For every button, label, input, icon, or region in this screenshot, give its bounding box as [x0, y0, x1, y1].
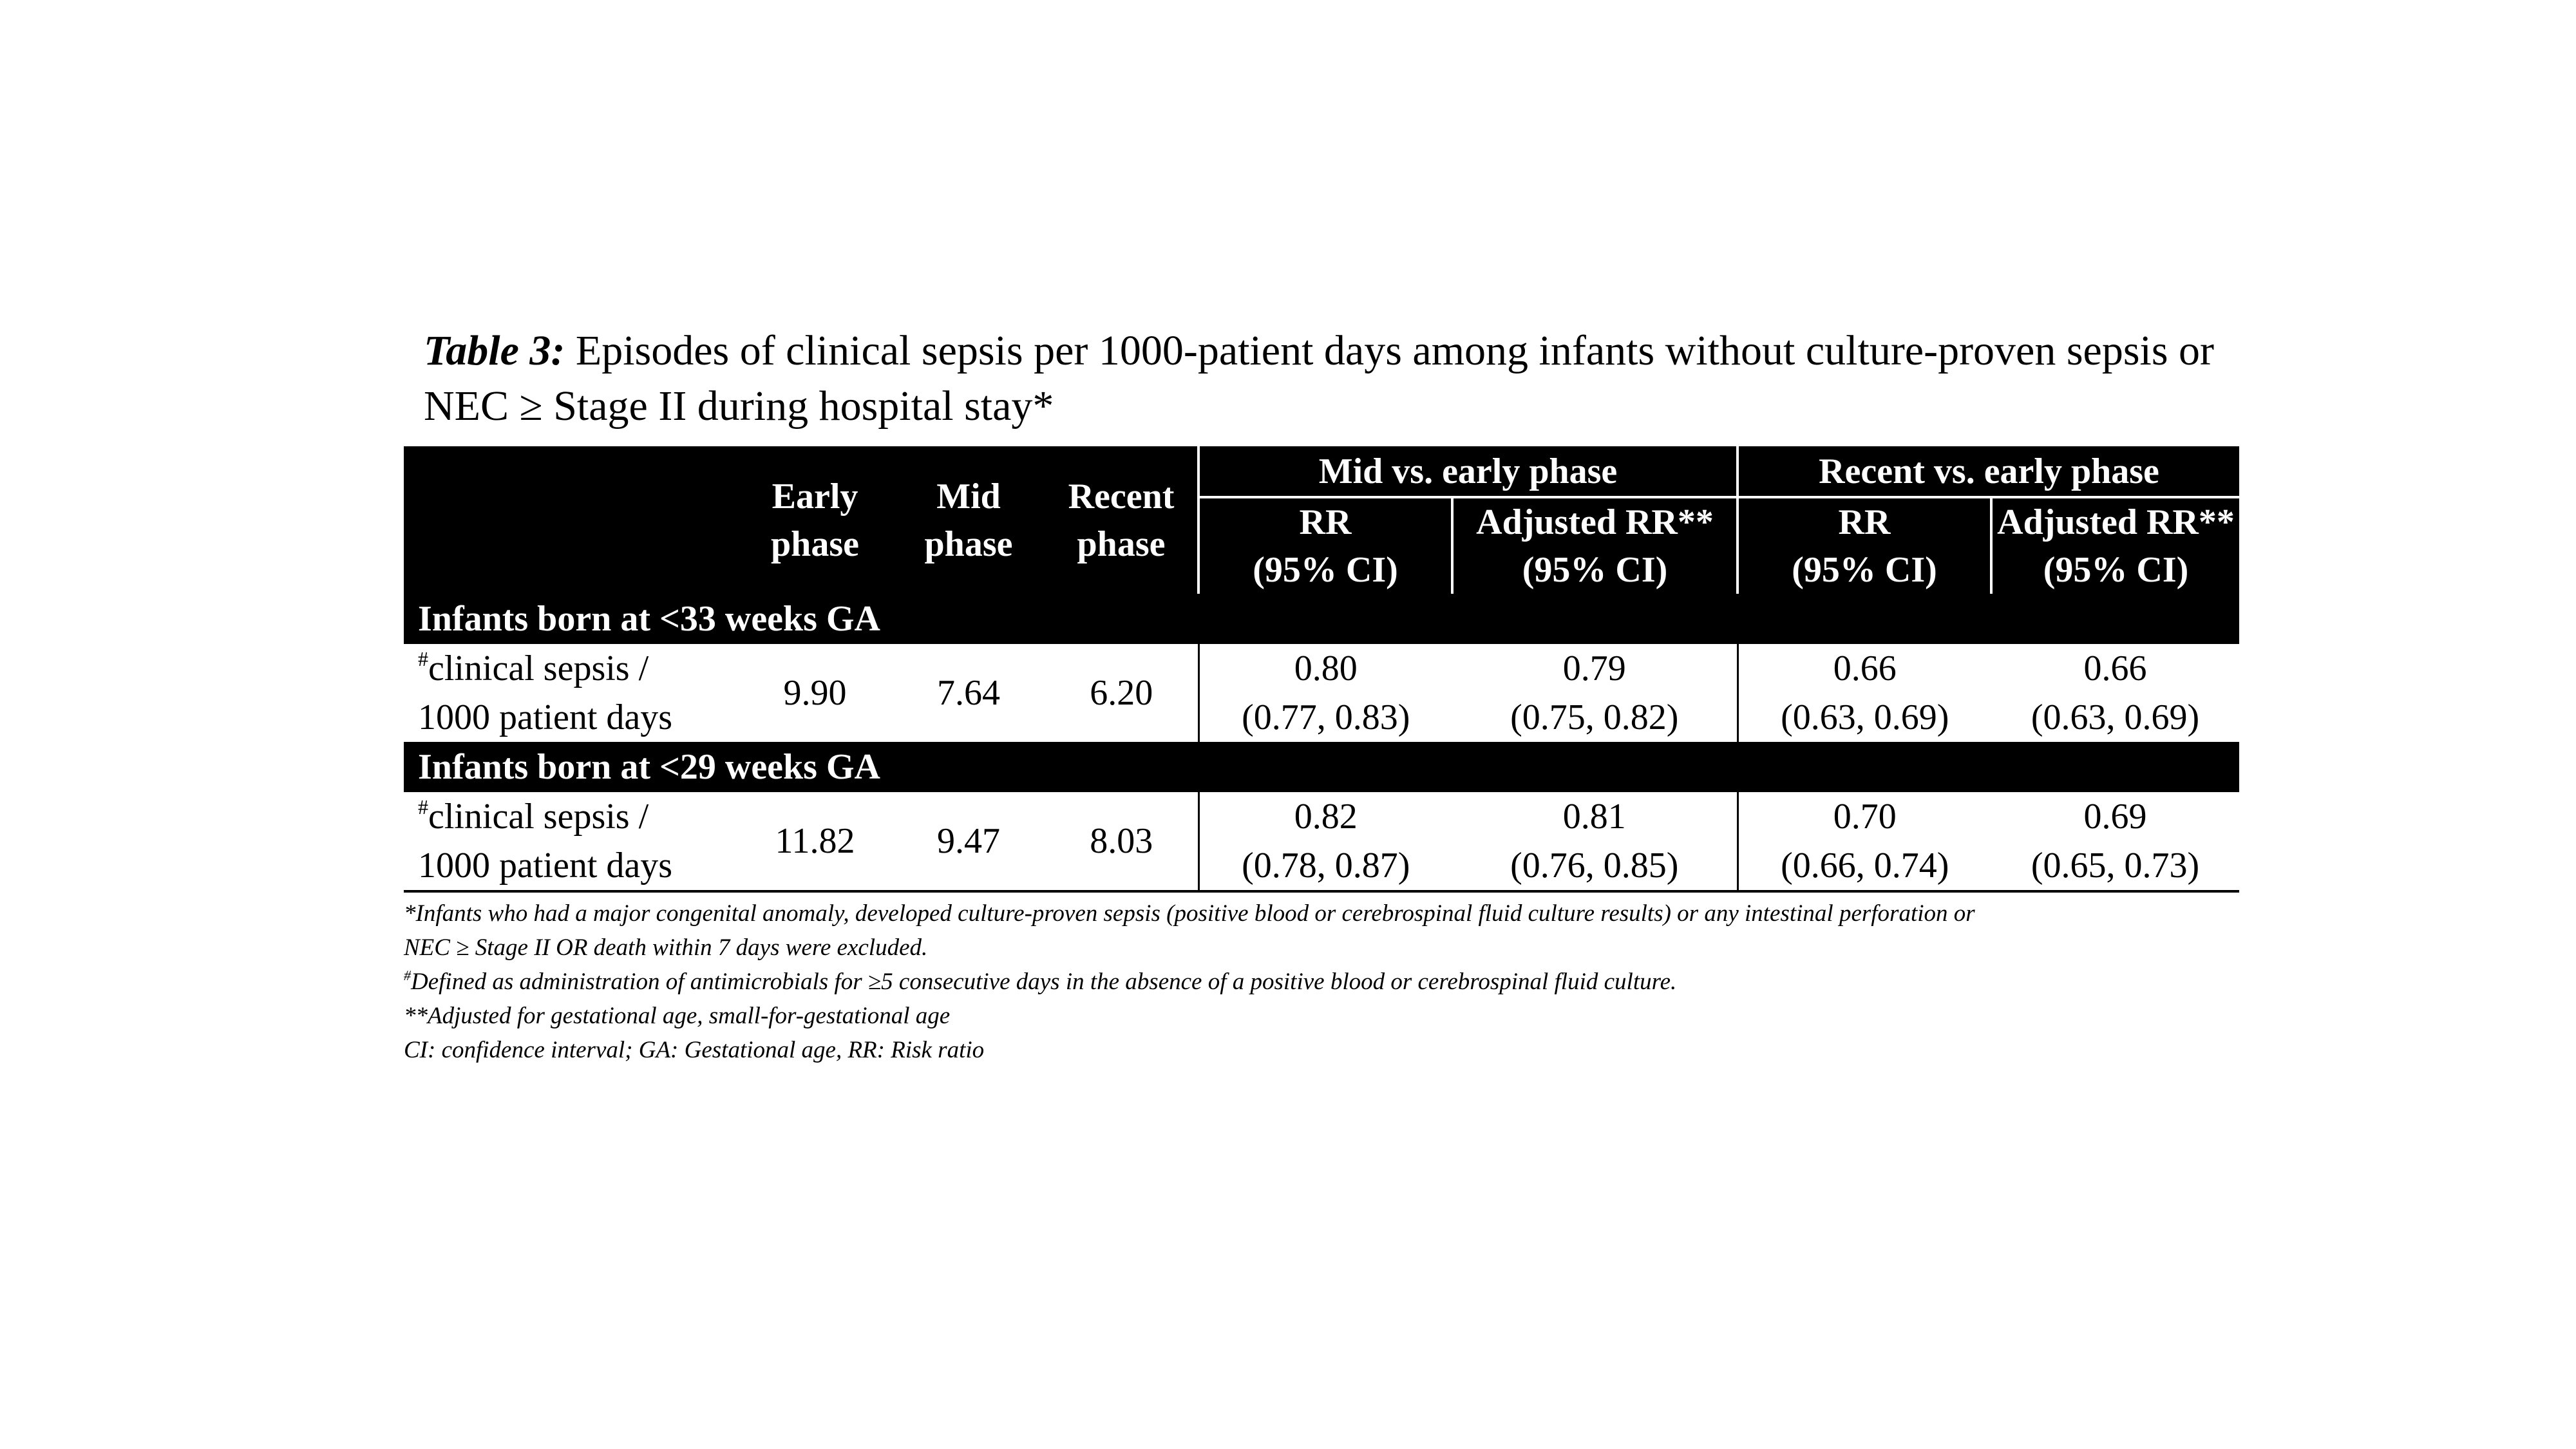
mid-phase-value: 9.47: [892, 792, 1045, 893]
section-title: Infants born at <29 weeks GA: [404, 742, 2239, 792]
table-caption: Table 3: Episodes of clinical sepsis per…: [424, 323, 2259, 434]
row-label: #clinical sepsis / 1000 patient days: [404, 792, 738, 893]
footnote-exclusion: *Infants who had a major congenital anom…: [404, 900, 1975, 927]
recent-phase-value: 8.03: [1045, 792, 1198, 893]
row-label: #clinical sepsis / 1000 patient days: [418, 647, 673, 737]
header-empty-cell: [404, 446, 738, 594]
early-phase-value: 11.82: [738, 792, 892, 893]
footnote-definition: #Defined as administration of antimicrob…: [404, 967, 1677, 996]
header-recent-adj-rr: Adjusted RR** (95% CI): [1990, 496, 2239, 594]
header-group-recent-vs-early: Recent vs. early phase: [1736, 446, 2239, 497]
header-recent-phase: Recent phase: [1045, 446, 1198, 594]
section-row-33-weeks: Infants born at <33 weeks GA: [404, 594, 2239, 644]
caption-text: Episodes of clinical sepsis per 1000-pat…: [424, 327, 2215, 430]
mid-adj-rr-cell: 0.79 (0.75, 0.82): [1510, 649, 1679, 737]
footnote-adjustment: **Adjusted for gestational age, small-fo…: [404, 1003, 951, 1029]
footnote-abbreviations: CI: confidence interval; GA: Gestational…: [404, 1037, 985, 1063]
recent-rr-cell: 0.66 (0.63, 0.69): [1736, 644, 1991, 742]
recent-adj-rr-cell: 0.66 (0.63, 0.69): [2031, 649, 2200, 737]
footnote-marker: #: [418, 795, 428, 819]
mid-adj-rr-cell: 0.81 (0.76, 0.85): [1452, 792, 1738, 893]
table-row: #clinical sepsis / 1000 patient days 11.…: [404, 792, 2239, 893]
recent-rr-cell: 0.70 (0.66, 0.74): [1736, 792, 1991, 893]
footnote-marker: #: [404, 967, 411, 983]
header-row-stats: RR (95% CI) Adjusted RR** (95% CI) RR (9…: [404, 496, 2239, 594]
header-mid-rr: RR (95% CI): [1197, 496, 1452, 594]
table-row: #clinical sepsis / 1000 patient days 9.9…: [404, 644, 2239, 742]
section-row-29-weeks: Infants born at <29 weeks GA: [404, 742, 2239, 792]
mid-rr-cell: 0.80 (0.77, 0.83): [1197, 644, 1452, 742]
footnote-marker: #: [418, 647, 428, 670]
mid-phase-value: 7.64: [937, 673, 1000, 713]
header-mid-phase: Mid phase: [892, 446, 1045, 594]
header-mid-adj-rr: Adjusted RR** (95% CI): [1451, 496, 1738, 594]
header-row-groups: Early phase Mid phase Recent phase Mid v…: [404, 446, 2239, 594]
recent-adj-rr-cell: 0.69 (0.65, 0.73): [1991, 792, 2239, 893]
early-phase-value: 9.90: [783, 673, 847, 713]
sepsis-table: Early phase Mid phase Recent phase Mid v…: [404, 446, 2239, 893]
section-title: Infants born at <33 weeks GA: [404, 594, 2239, 644]
mid-rr-cell: 0.82 (0.78, 0.87): [1197, 792, 1452, 893]
table-footnotes: *Infants who had a major congenital anom…: [404, 896, 2271, 1067]
header-early-phase: Early phase: [738, 446, 892, 594]
header-group-mid-vs-early: Mid vs. early phase: [1197, 446, 1738, 497]
caption-label: Table 3:: [424, 327, 565, 374]
header-recent-rr: RR (95% CI): [1736, 496, 1991, 594]
footnote-exclusion-cont: NEC ≥ Stage II OR death within 7 days we…: [404, 934, 928, 961]
recent-phase-value: 6.20: [1090, 673, 1153, 713]
